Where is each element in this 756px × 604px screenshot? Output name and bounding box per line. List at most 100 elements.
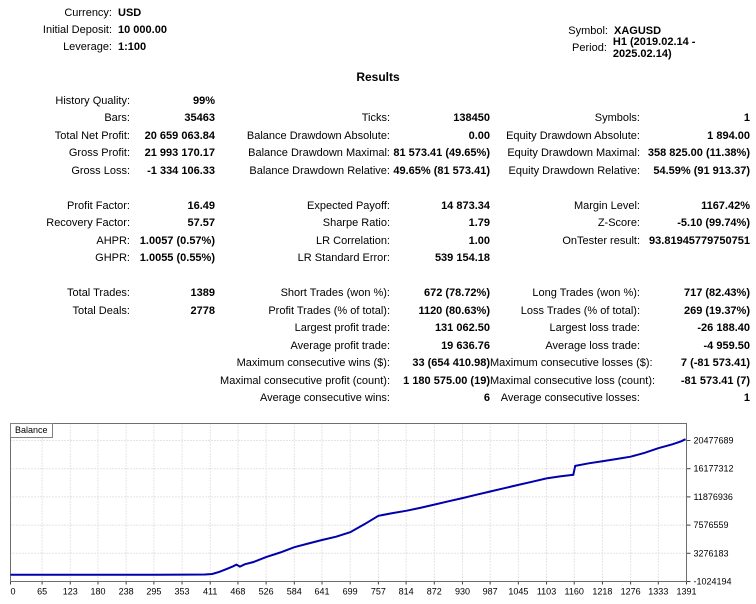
- stat-label: Equity Drawdown Maximal:: [507, 147, 640, 160]
- stat-value: 1167.42%: [701, 199, 750, 212]
- stat-value: 1.0057 (0.57%): [139, 234, 215, 247]
- currency-value: USD: [118, 6, 142, 19]
- stat-value: 6: [483, 392, 490, 405]
- stat-value: -81 573.41 (7): [680, 374, 750, 387]
- y-tick-label: 20477689: [694, 436, 734, 446]
- stats-row: Recovery Factor: 57.57 Sharpe Ratio: 1.79 Z-…: [0, 215, 756, 233]
- stat-value: 1120 (80.63%): [418, 304, 490, 317]
- stat-value: 1 894.00: [707, 129, 750, 142]
- stat-label: Equity Drawdown Absolute:: [506, 129, 640, 142]
- stat-label: LR Correlation:: [316, 234, 390, 247]
- stat-label: Maximum consecutive losses ($):: [490, 357, 653, 370]
- stat-value: 7 (-81 573.41): [680, 357, 750, 370]
- stat-label: Average profit trade:: [290, 339, 390, 352]
- stat-label: Recovery Factor:: [46, 217, 130, 230]
- stat-label: Average consecutive losses:: [500, 392, 640, 405]
- stat-label: Expected Payoff:: [307, 199, 390, 212]
- y-tick-label: 7576559: [694, 520, 729, 530]
- x-tick-label: 699: [343, 587, 358, 597]
- stat-label: Total Net Profit:: [54, 129, 130, 142]
- stat-value: 131 062.50: [434, 322, 490, 335]
- x-tick-label: 814: [399, 587, 414, 597]
- stat-value: 14 873.34: [441, 199, 490, 212]
- stat-label: Bars:: [104, 112, 130, 125]
- x-tick-label: 987: [483, 587, 498, 597]
- stats-row: History Quality: 99%: [0, 92, 756, 110]
- stats-spacer: [0, 180, 756, 198]
- stat-value: 99%: [192, 94, 215, 107]
- stats-row: Gross Profit: 21 993 170.17 Balance Drawdo…: [0, 145, 756, 163]
- balance-curve: [10, 438, 686, 576]
- stat-value: 21 993 170.17: [144, 147, 215, 160]
- stat-label: Maximal consecutive profit (count):: [220, 374, 390, 387]
- stat-label: Maximum consecutive wins ($):: [236, 357, 390, 370]
- balance-chart-svg: 0 65 123 180 238 295 353 411 468 526 584 641 699 757 8…: [10, 423, 734, 597]
- symbol-value: XAGUSD: [614, 24, 662, 37]
- stat-value: 0.00: [468, 129, 490, 142]
- stat-label: Balance Drawdown Maximal:: [248, 147, 390, 160]
- stat-value: 539 154.18: [434, 252, 490, 265]
- stat-value: 138450: [453, 112, 490, 125]
- stat-label: Short Trades (won %):: [280, 287, 390, 300]
- currency-label: Currency:: [64, 6, 112, 19]
- results-title: Results: [356, 70, 400, 84]
- stats-row: AHPR: 1.0057 (0.57%) LR Correlation: 1.00 On…: [0, 232, 756, 250]
- stat-value: -5.10 (99.74%): [677, 217, 750, 230]
- stat-value: 1.00: [468, 234, 490, 247]
- stat-value: 93.81945779750751: [649, 234, 750, 247]
- stat-label: Total Deals:: [72, 304, 130, 317]
- stat-value: 358 825.00 (11.38%): [647, 147, 750, 160]
- stat-value: 1 180 575.00 (19): [403, 374, 490, 387]
- stat-value: -1 334 106.33: [147, 164, 215, 177]
- symbol-label: Symbol:: [568, 24, 608, 37]
- stat-label: Profit Factor:: [67, 199, 130, 212]
- stat-label: Profit Trades (% of total):: [268, 304, 390, 317]
- stat-label: Balance Drawdown Relative:: [249, 164, 390, 177]
- stat-value: 19 636.76: [441, 339, 490, 352]
- stat-value: 35463: [184, 112, 215, 125]
- x-tick-label: 180: [90, 587, 105, 597]
- x-tick-label: 1276: [621, 587, 641, 597]
- initial-deposit-value: 10 000.00: [118, 23, 167, 36]
- stats-row: Total Trades: 1389 Short Trades (won %): 67…: [0, 285, 756, 303]
- stat-value: 672 (78.72%): [423, 287, 490, 300]
- x-tick-label: 123: [63, 587, 78, 597]
- stats-row: Profit Factor: 16.49 Expected Payoff: 14 87…: [0, 197, 756, 215]
- x-tick-label: 1391: [676, 587, 696, 597]
- x-tick-label: 584: [287, 587, 302, 597]
- stat-label: OnTester result:: [562, 234, 640, 247]
- stat-value: 20 659 063.84: [144, 129, 215, 142]
- x-tick-label: 468: [230, 587, 245, 597]
- stat-value: 269 (19.37%): [683, 304, 750, 317]
- stat-label: LR Standard Error:: [297, 252, 390, 265]
- x-tick-label: 353: [175, 587, 190, 597]
- y-tick-label: -1024194: [694, 577, 732, 587]
- x-tick-label: 641: [314, 587, 329, 597]
- stat-label: Total Trades:: [67, 287, 130, 300]
- stat-label: Long Trades (won %):: [532, 287, 640, 300]
- stats-row: Total Net Profit: 20 659 063.84 Balance Dr…: [0, 127, 756, 145]
- stat-value: -26 188.40: [697, 322, 750, 335]
- leverage-value: 1:100: [118, 40, 147, 53]
- x-tick-label: 930: [455, 587, 470, 597]
- stats-row: Total Deals: 2778 Profit Trades (% of tota…: [0, 302, 756, 320]
- stat-label: Margin Level:: [573, 199, 640, 212]
- leverage-label: Leverage:: [63, 40, 112, 53]
- stat-label: Equity Drawdown Relative:: [508, 164, 640, 177]
- stats-row: Average profit trade: 19 636.76 Average lo…: [0, 337, 756, 355]
- stats-row: Gross Loss: -1 334 106.33 Balance Drawdown…: [0, 162, 756, 180]
- x-tick-label: 1218: [592, 587, 612, 597]
- stat-value: 1.79: [468, 217, 490, 230]
- stats-spacer: [0, 267, 756, 285]
- stat-label: Largest loss trade:: [549, 322, 641, 335]
- stat-label: GHPR:: [95, 252, 130, 265]
- balance-chart: Balance 0 65 123 180 238 295 353 411 468 526 584 64…: [0, 418, 756, 604]
- stats-row: Average consecutive wins: 6 Average consec…: [0, 390, 756, 408]
- x-tick-label: 1333: [648, 587, 668, 597]
- period-value: H1 (2019.02.14 - 2025.02.14): [612, 35, 696, 60]
- y-tick-label: 11876936: [694, 492, 733, 502]
- stat-value: 1.0055 (0.55%): [139, 252, 215, 265]
- account-info: Currency: USD Initial Deposit: 10 000.00…: [0, 4, 167, 55]
- stat-label: Gross Loss:: [71, 164, 130, 177]
- report-header: Currency: USD Initial Deposit: 10 000.00…: [0, 0, 756, 62]
